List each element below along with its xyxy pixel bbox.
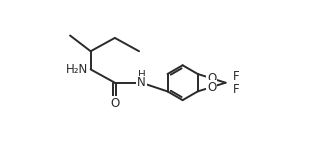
Text: O: O [207,81,216,94]
Text: N: N [137,76,146,89]
Text: F: F [233,70,240,83]
Text: O: O [110,97,119,110]
Text: H: H [137,70,145,80]
Text: O: O [207,72,216,85]
Text: F: F [233,83,240,96]
Text: H₂N: H₂N [66,63,88,76]
